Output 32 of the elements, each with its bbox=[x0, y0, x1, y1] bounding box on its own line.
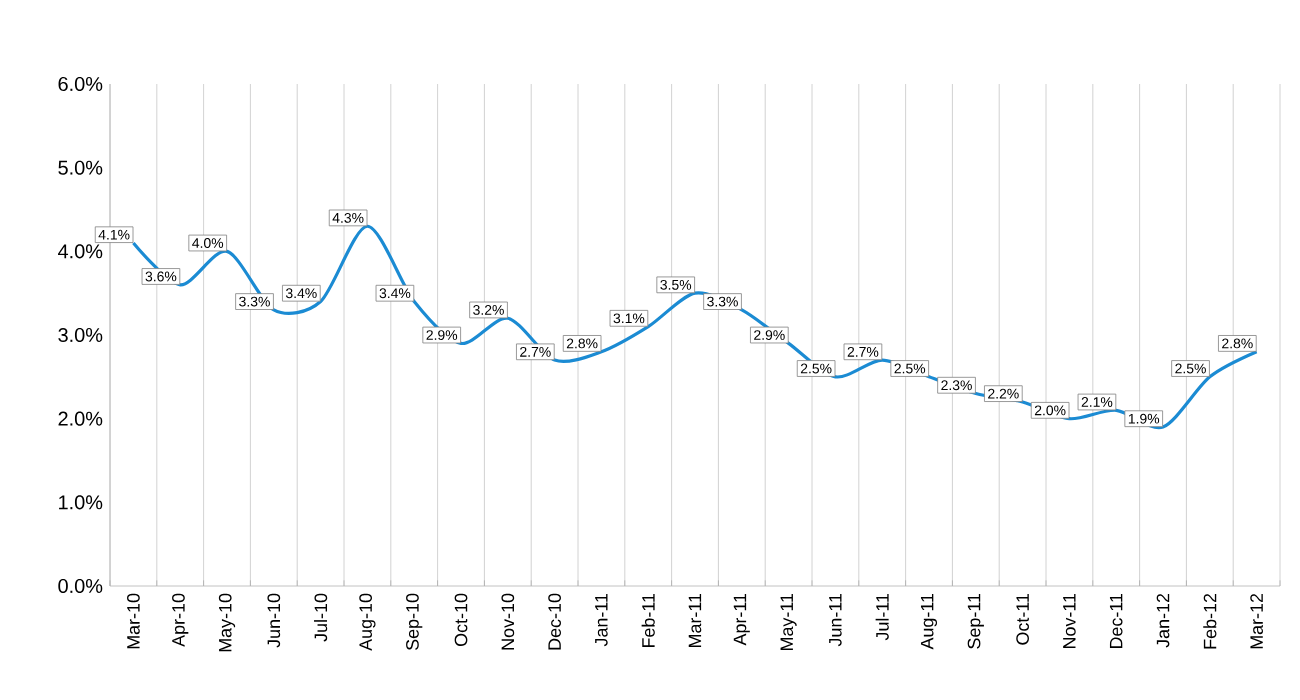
y-tick-label: 1.0% bbox=[59, 495, 103, 510]
x-tick-label: Mar-11 bbox=[688, 593, 702, 648]
y-tick-label: 2.0% bbox=[58, 411, 103, 426]
x-tick-label: Feb-11 bbox=[641, 593, 655, 648]
y-tick-label: 5.0% bbox=[58, 160, 103, 175]
x-tick-label: Mar-10 bbox=[127, 593, 140, 649]
x-tick-label: Apr-10 bbox=[172, 593, 189, 647]
x-tick-label: Oct-10 bbox=[454, 593, 468, 647]
x-tick-label: Jan-11 bbox=[595, 593, 608, 647]
x-tick-label: Apr-11 bbox=[733, 593, 750, 646]
x-tick-label: Oct-11 bbox=[1016, 593, 1029, 645]
x-tick-label: Jul-10 bbox=[314, 593, 328, 642]
x-tick-label: Aug-10 bbox=[359, 593, 376, 651]
x-tick-label: Jun-10 bbox=[267, 593, 281, 648]
x-tick-label: Jul-11 bbox=[875, 593, 889, 641]
x-tick-label: Dec-11 bbox=[1109, 593, 1123, 649]
x-tick-label: Dec-10 bbox=[548, 593, 561, 650]
x-tick-label: Mar-12 bbox=[1250, 593, 1263, 649]
y-tick-label: 6.0% bbox=[58, 76, 103, 92]
x-tick-label: Feb-12 bbox=[1203, 593, 1217, 649]
x-tick-label: Jun-11 bbox=[829, 593, 842, 647]
x-tick-label: Nov-11 bbox=[1063, 593, 1076, 649]
x-tick-label: Aug-11 bbox=[920, 593, 938, 650]
x-tick-label: Sep-11 bbox=[967, 593, 984, 649]
x-tick-label: Nov-10 bbox=[501, 593, 515, 650]
x-tick-label: May-10 bbox=[218, 593, 236, 652]
y-tick-label: 3.0% bbox=[58, 327, 103, 343]
x-tick-label: May-11 bbox=[780, 593, 797, 651]
y-tick-label: 0.0% bbox=[58, 578, 103, 594]
y-tick-label: 4.0% bbox=[58, 244, 103, 259]
x-tick-label: Sep-10 bbox=[406, 593, 423, 651]
x-tick-label: Jan-12 bbox=[1156, 593, 1170, 648]
